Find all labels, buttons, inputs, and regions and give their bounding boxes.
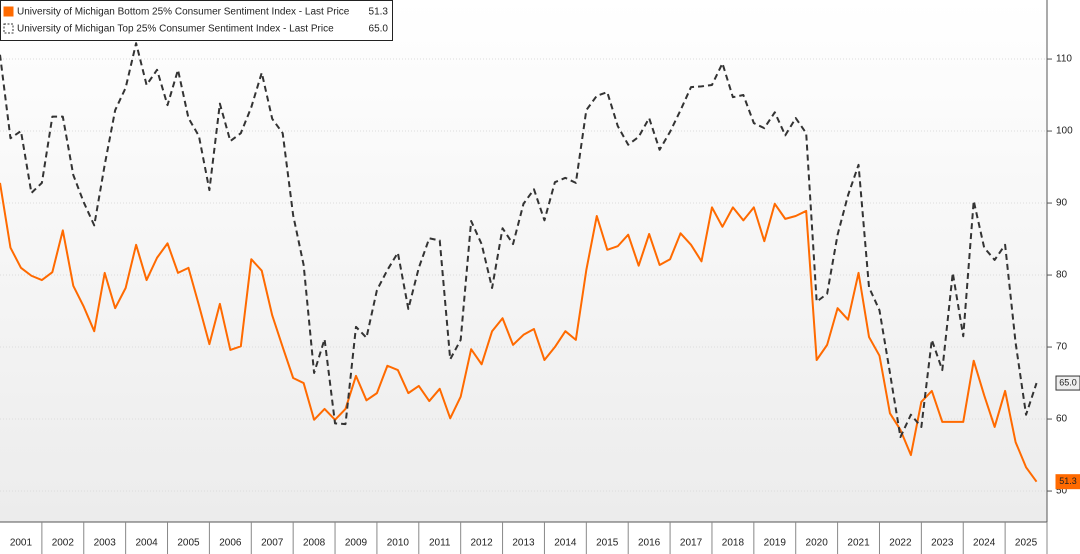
series-line bbox=[0, 182, 1038, 483]
legend-swatch bbox=[3, 23, 14, 34]
legend-box bbox=[0, 0, 393, 41]
y-tick-label: 100 bbox=[1056, 126, 1073, 137]
x-tick-label: 2021 bbox=[847, 538, 870, 549]
y-tick-label: 80 bbox=[1056, 270, 1068, 281]
x-tick-label: 2010 bbox=[387, 538, 410, 549]
last-price-tag bbox=[1055, 474, 1080, 490]
x-tick-label: 2012 bbox=[470, 538, 493, 549]
x-tick-label: 2001 bbox=[10, 538, 33, 549]
x-tick-label: 2017 bbox=[680, 538, 703, 549]
x-tick-label: 2020 bbox=[806, 538, 829, 549]
x-tick-label: 2018 bbox=[722, 538, 745, 549]
legend-value: 65.0 bbox=[369, 24, 389, 35]
series-line bbox=[0, 42, 1038, 439]
y-tick-label: 90 bbox=[1056, 198, 1068, 209]
last-price-tag bbox=[1055, 375, 1080, 391]
legend-value: 51.3 bbox=[369, 7, 389, 18]
grid bbox=[0, 58, 1047, 492]
legend-label: University of Michigan Bottom 25% Consum… bbox=[17, 7, 350, 18]
y-tick-label: 60 bbox=[1056, 414, 1068, 425]
legend-label: University of Michigan Top 25% Consumer … bbox=[17, 24, 334, 35]
y-tick-label: 110 bbox=[1056, 54, 1072, 65]
x-tick-label: 2023 bbox=[931, 538, 954, 549]
x-tick-label: 2006 bbox=[219, 538, 242, 549]
x-tick-label: 2009 bbox=[345, 538, 368, 549]
y-tick-label: 50 bbox=[1056, 486, 1068, 497]
x-tick-label: 2016 bbox=[638, 538, 661, 549]
legend-swatch bbox=[3, 6, 14, 17]
lines bbox=[0, 42, 1038, 483]
x-tick-label: 2013 bbox=[512, 538, 535, 549]
last-price-tag-label: 51.3 bbox=[1059, 476, 1077, 486]
legend: University of Michigan Bottom 25% Consum… bbox=[0, 0, 393, 41]
x-tick-label: 2014 bbox=[554, 538, 577, 549]
x-tick-label: 2024 bbox=[973, 538, 996, 549]
x-tick-label: 2022 bbox=[889, 538, 912, 549]
x-tick-label: 2011 bbox=[429, 538, 451, 549]
x-tick-label: 2004 bbox=[135, 538, 158, 549]
x-tick-label: 2008 bbox=[303, 538, 326, 549]
x-tick-label: 2003 bbox=[94, 538, 117, 549]
x-tick-label: 2002 bbox=[52, 538, 75, 549]
x-tick-label: 2007 bbox=[261, 538, 284, 549]
x-tick-label: 2025 bbox=[1015, 538, 1038, 549]
y-tick-label: 70 bbox=[1056, 342, 1068, 353]
x-tick-label: 2015 bbox=[596, 538, 619, 549]
x-tick-label: 2005 bbox=[177, 538, 200, 549]
axes: 50 60 70 80 90 100 110 2001 2002 2003 2004 2005 2006… bbox=[10, 54, 1080, 554]
axis-background bbox=[1047, 0, 1080, 554]
last-price-tag-label: 65.0 bbox=[1059, 377, 1077, 387]
x-tick-label: 2019 bbox=[764, 538, 787, 549]
plot-background bbox=[0, 0, 1047, 522]
